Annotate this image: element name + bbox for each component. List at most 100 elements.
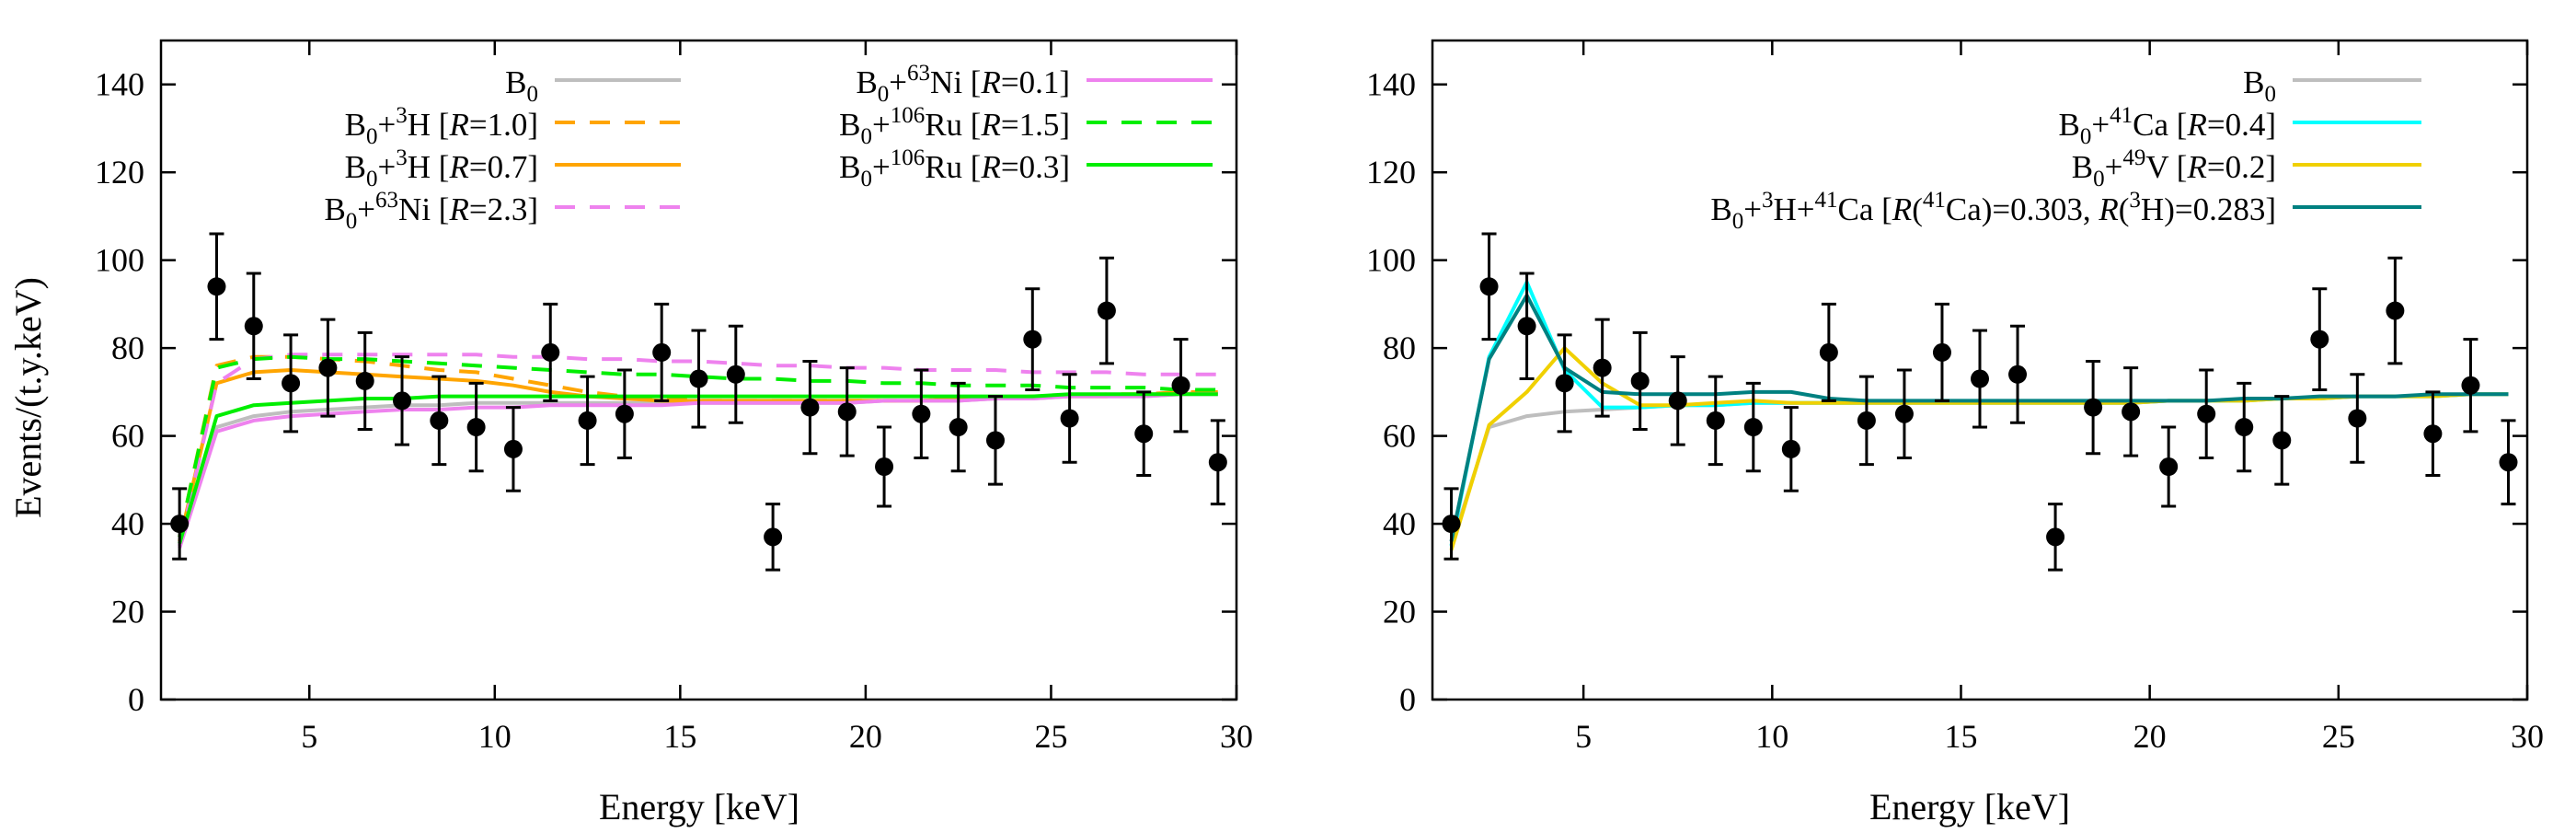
data-point — [1208, 453, 1227, 472]
y-tick-label: 120 — [1366, 154, 1416, 191]
data-point — [1023, 330, 1042, 349]
x-tick-label: 10 — [478, 718, 512, 755]
data-point — [170, 515, 190, 534]
legend-label-b0: B0 — [505, 64, 538, 107]
left-legend-col2: B0+63Ni [R=0.1] B0+106Ru [R=1.5] B0+106R… — [839, 61, 1213, 191]
y-tick-label: 100 — [95, 242, 144, 279]
x-tick-label: 20 — [849, 718, 882, 755]
y-tick-label: 0 — [128, 681, 144, 718]
data-point — [2310, 330, 2329, 349]
y-tick-label: 80 — [1383, 330, 1416, 366]
y-tick-label: 20 — [111, 594, 144, 631]
data-point — [2272, 431, 2292, 450]
y-tick-label: 140 — [1366, 66, 1416, 103]
data-point — [578, 411, 597, 430]
legend-label-63ni-r01: B0+63Ni [R=0.1] — [856, 61, 1070, 107]
data-point — [541, 342, 560, 362]
data-point — [430, 411, 449, 430]
left-panel: 0 20 40 60 80 100 120 140 5 10 15 20 25 30 Energy [ke… — [95, 39, 1253, 827]
data-point — [1555, 374, 1574, 393]
data-point — [2084, 398, 2103, 417]
data-point — [2423, 424, 2443, 444]
x-tick-label: 15 — [663, 718, 696, 755]
right-legend: B0 B0+41Ca [R=0.4] B0+49V [R=0.2] B0+3H+… — [1710, 64, 2421, 234]
data-point — [2008, 364, 2028, 384]
y-axis-label: Events/(t.y.keV) — [7, 277, 49, 518]
y-tick-label: 80 — [111, 330, 144, 366]
y-tick-label: 60 — [1383, 418, 1416, 455]
data-point — [1932, 342, 1951, 362]
data-point — [1781, 439, 1800, 458]
data-point — [1442, 515, 1461, 534]
data-point — [1857, 411, 1876, 430]
data-point — [207, 277, 226, 296]
x-tick-label: 5 — [1575, 718, 1592, 755]
data-point — [1097, 301, 1116, 320]
data-point — [1171, 376, 1190, 395]
data-point — [949, 418, 968, 437]
y-tick-label: 40 — [1383, 505, 1416, 542]
data-point — [2197, 404, 2216, 423]
data-point — [800, 398, 820, 417]
data-point — [1517, 317, 1536, 336]
x-tick-label: 20 — [2133, 718, 2167, 755]
data-point — [689, 369, 708, 388]
data-point — [1134, 424, 1154, 444]
data-point — [1706, 411, 1725, 430]
data-point — [1894, 404, 1914, 423]
data-point — [2499, 453, 2518, 472]
x-tick-label: 30 — [2511, 718, 2544, 755]
y-tick-label: 60 — [111, 418, 144, 455]
data-point — [912, 404, 931, 423]
l-plot-frame — [159, 39, 1238, 701]
y-tick-label: 40 — [111, 505, 144, 542]
legend-label-3h-r07: B0+3H [R=0.7] — [345, 145, 538, 191]
data-point — [837, 402, 857, 422]
legend-label-3h-r10: B0+3H [R=1.0] — [345, 103, 538, 149]
data-point — [503, 439, 523, 458]
data-point — [2386, 301, 2405, 320]
data-point — [2159, 457, 2179, 477]
y-tick-label: 100 — [1366, 242, 1416, 279]
x-tick-label: 5 — [301, 718, 317, 755]
y-tick-label: 140 — [95, 66, 144, 103]
data-point — [2122, 402, 2141, 422]
data-point — [393, 391, 412, 411]
left-x-axis-label: Energy [keV] — [599, 786, 799, 827]
data-point — [1971, 369, 1989, 388]
x-tick-label: 10 — [1755, 718, 1788, 755]
data-point — [244, 317, 263, 336]
left-data-points — [170, 232, 1227, 572]
data-point — [1060, 409, 1079, 428]
legend-label-r-b0: B0 — [2243, 64, 2276, 107]
legend-label-106ru-r03: B0+106Ru [R=0.3] — [839, 145, 1070, 191]
legend-label-3h-41ca: B0+3H+41Ca [R(41Ca)=0.303, R(3H)=0.283] — [1710, 188, 2276, 234]
left-legend: B0 B0+3H [R=1.0] B0+3H [R=0.7] B0+63Ni [… — [324, 64, 681, 234]
data-point — [2046, 527, 2065, 547]
legend-label-63ni-r23: B0+63Ni [R=2.3] — [324, 188, 538, 234]
x-tick-label: 25 — [2322, 718, 2355, 755]
legend-label-49v: B0+49V [R=0.2] — [2072, 145, 2276, 191]
data-point — [1593, 358, 1612, 377]
legend-label-106ru-r15: B0+106Ru [R=1.5] — [839, 103, 1070, 149]
data-point — [726, 364, 745, 384]
x-tick-label: 25 — [1034, 718, 1067, 755]
data-point — [1630, 371, 1650, 390]
right-data-points — [1442, 232, 2518, 572]
right-x-axis-label: Energy [keV] — [1869, 786, 2070, 827]
data-point — [355, 371, 374, 390]
data-point — [652, 342, 672, 362]
data-point — [2235, 418, 2254, 437]
data-point — [1819, 342, 1838, 362]
x-tick-label: 30 — [1220, 718, 1253, 755]
data-point — [318, 358, 338, 377]
data-point — [282, 374, 301, 393]
data-point — [466, 418, 486, 437]
legend-label-41ca: B0+41Ca [R=0.4] — [2059, 103, 2276, 149]
data-point — [764, 527, 783, 547]
right-panel: 0 20 40 60 80 100 120 140 5 10 15 20 25 30 Energy [ke… — [1366, 39, 2544, 827]
left-axes: 0 20 40 60 80 100 120 140 5 10 15 20 25 30 — [95, 39, 1253, 755]
data-point — [2348, 409, 2367, 428]
